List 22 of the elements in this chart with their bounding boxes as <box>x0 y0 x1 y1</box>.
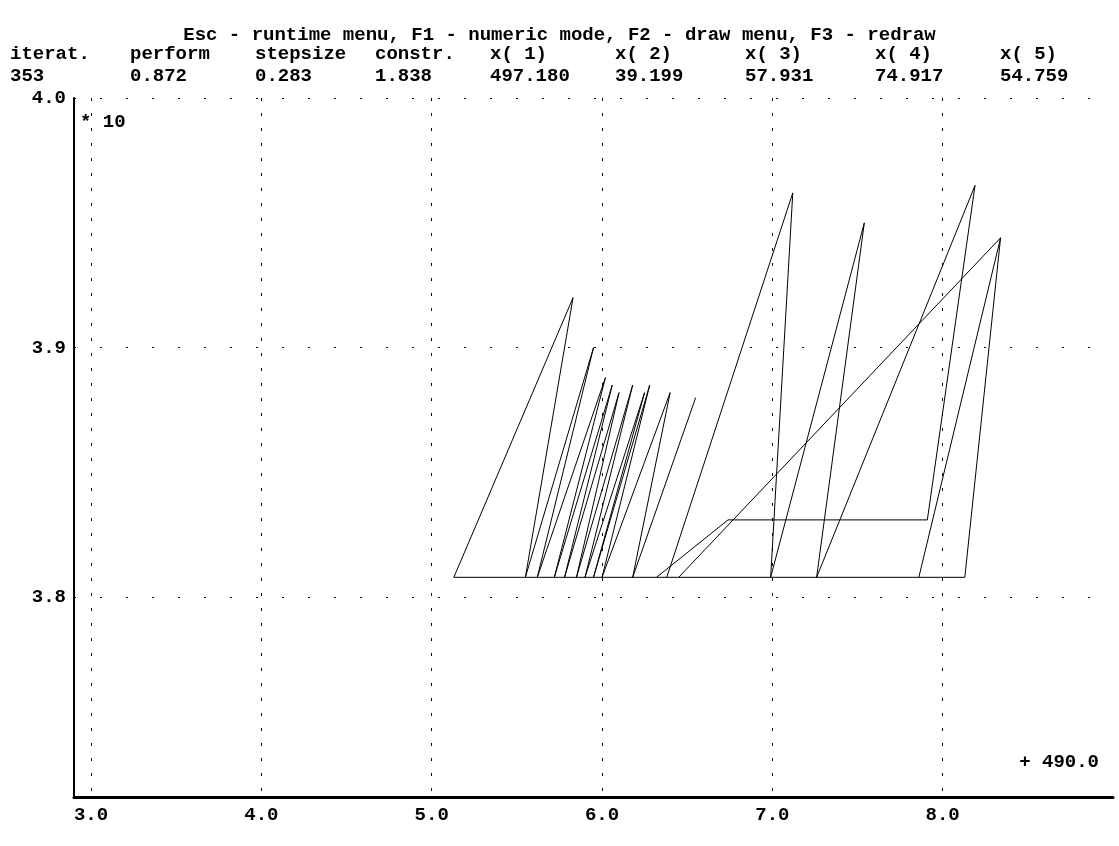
annotation: * 10 <box>80 110 126 133</box>
x-tick-label: 7.0 <box>755 803 790 826</box>
text: 353 <box>10 64 45 87</box>
y-tick-label: 3.8 <box>31 586 66 609</box>
x-tick-label: 8.0 <box>925 803 960 826</box>
text: iterat. <box>10 42 90 65</box>
x-tick-label: 5.0 <box>414 803 449 826</box>
annotation: + 490.0 <box>1019 750 1100 773</box>
text: x( 5) <box>1000 42 1058 65</box>
x-tick-label: 6.0 <box>584 803 620 826</box>
text: 0.872 <box>130 64 188 87</box>
y-tick-label: 3.9 <box>31 336 66 359</box>
text: 0.283 <box>255 64 313 87</box>
text: 57.931 <box>745 64 814 87</box>
text: 54.759 <box>1000 64 1069 87</box>
y-tick-label: 4.0 <box>31 87 66 109</box>
x-tick-label: 3.0 <box>73 803 109 826</box>
text: 39.199 <box>615 64 684 87</box>
text: 1.838 <box>375 64 433 87</box>
x-tick-label: 4.0 <box>244 803 279 826</box>
text: 497.180 <box>490 64 570 87</box>
text: 74.917 <box>875 64 944 87</box>
